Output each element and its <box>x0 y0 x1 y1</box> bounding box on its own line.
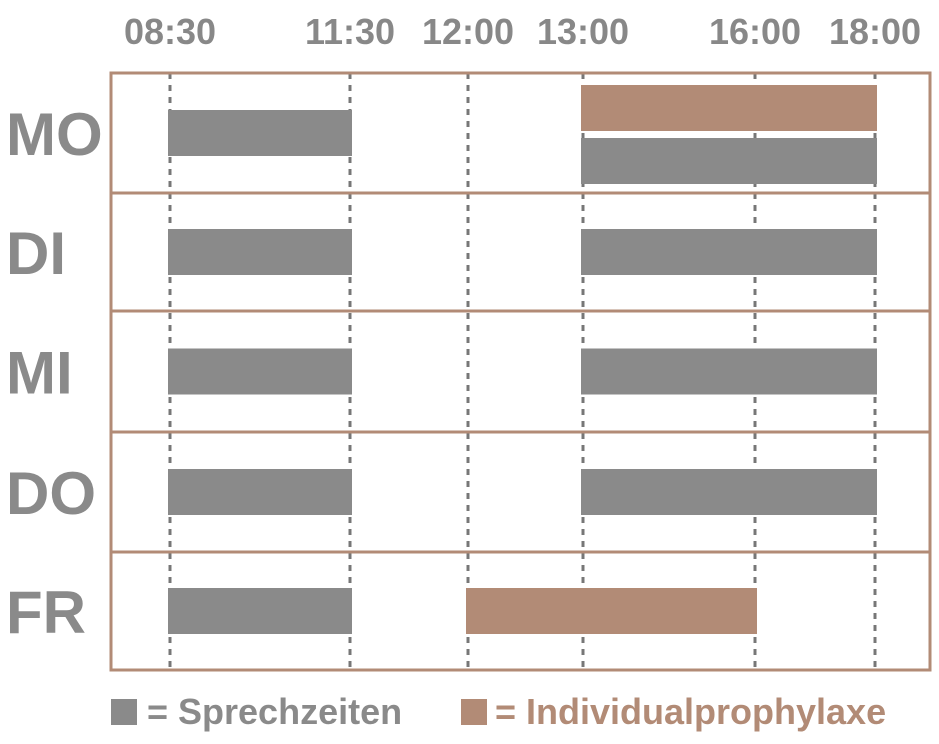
legend-label-1: = Sprechzeiten <box>147 691 402 732</box>
day-labels: MO DI MI DO FR <box>6 101 103 646</box>
bar-sprechzeiten-mo-0 <box>168 110 352 156</box>
day-label-di: DI <box>6 220 66 287</box>
x-tick-label: 12:00 <box>422 11 514 52</box>
bar-sprechzeiten-do-6 <box>168 469 352 515</box>
bar-individualprophylaxe-mo-0 <box>581 85 877 131</box>
x-tick-label: 18:00 <box>829 11 921 52</box>
chart-border <box>109 71 932 672</box>
bar-sprechzeiten-do-7 <box>581 469 877 515</box>
bar-individualprophylaxe-fr-1 <box>466 588 757 634</box>
bar-sprechzeiten-mo-1 <box>581 138 877 184</box>
x-tick-labels: 08:30 11:30 12:00 13:00 16:00 18:00 <box>124 11 921 52</box>
day-label-fr: FR <box>6 579 86 646</box>
x-tick-label: 13:00 <box>537 11 629 52</box>
bar-sprechzeiten-di-3 <box>581 229 877 275</box>
bar-sprechzeiten-mi-4 <box>168 348 352 395</box>
legend: = Sprechzeiten = Individualprophylaxe <box>111 691 886 732</box>
legend-swatch-1 <box>111 699 137 725</box>
legend-swatch-2 <box>461 699 487 725</box>
day-label-do: DO <box>6 460 96 527</box>
bar-sprechzeiten-mi-5 <box>581 348 877 395</box>
bar-sprechzeiten-fr-8 <box>168 588 352 634</box>
chart-frame <box>109 71 932 672</box>
bars <box>168 85 877 634</box>
x-tick-label: 11:30 <box>305 11 395 52</box>
day-label-mo: MO <box>6 101 103 168</box>
bar-sprechzeiten-di-2 <box>168 229 352 275</box>
x-tick-label: 08:30 <box>124 11 216 52</box>
legend-label-2: = Individualprophylaxe <box>495 691 886 732</box>
x-tick-label: 16:00 <box>709 11 801 52</box>
day-label-mi: MI <box>6 340 73 407</box>
